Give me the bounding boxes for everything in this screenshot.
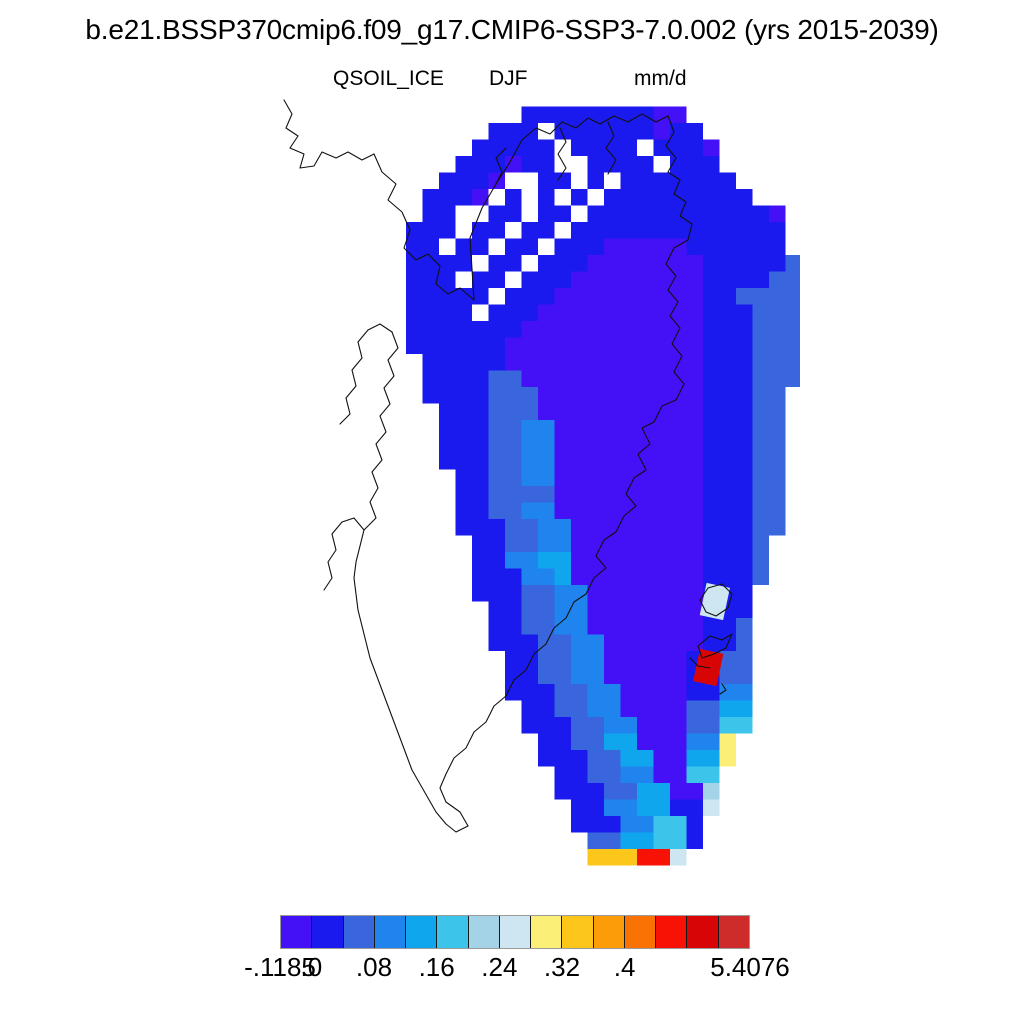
colorbar-segment-11 bbox=[624, 916, 657, 948]
map-raster bbox=[283, 99, 800, 866]
colorbar-label-4: .24 bbox=[481, 952, 518, 982]
colorbar-segment-6 bbox=[468, 916, 500, 948]
colorbar-segment-9 bbox=[562, 916, 594, 948]
colorbar-label-5: .32 bbox=[543, 952, 581, 982]
coastline-overlay bbox=[283, 99, 733, 833]
colorbar-label-3: .16 bbox=[418, 952, 455, 982]
colorbar-label-1: .0 bbox=[300, 952, 323, 982]
colorbar-segment-13 bbox=[687, 916, 719, 948]
colorbar-segment-3 bbox=[374, 916, 407, 948]
island-cell-0 bbox=[699, 582, 730, 621]
colorbar-label-2: .08 bbox=[355, 952, 393, 982]
colorbar-segment-1 bbox=[312, 916, 344, 948]
colorbar-label-7: 5.4076 bbox=[710, 952, 790, 982]
colorbar-label-6: .4 bbox=[613, 952, 636, 982]
colorbar-segment-8 bbox=[531, 916, 563, 948]
colorbar-segment-5 bbox=[437, 916, 469, 948]
map-plot-area bbox=[270, 88, 800, 868]
figure-title: b.e21.BSSP370cmip6.f09_g17.CMIP6-SSP3-7.… bbox=[85, 14, 939, 45]
colorbar-segment-14 bbox=[718, 916, 749, 948]
grid-cells bbox=[406, 106, 800, 866]
colorbar-segment-2 bbox=[343, 916, 375, 948]
colorbar-segment-0 bbox=[281, 916, 313, 948]
colorbar-segment-4 bbox=[406, 916, 438, 948]
subtitle-variable: QSOIL_ICE bbox=[333, 67, 444, 90]
colorbar-tick-labels: -.1185.0 .08 .16 .24 .32 .4 5.4076 bbox=[180, 952, 860, 984]
colorbar-segment-12 bbox=[656, 916, 688, 948]
colorbar-segment-10 bbox=[593, 916, 625, 948]
subtitle-units: mm/d bbox=[634, 67, 687, 90]
colorbar bbox=[280, 915, 750, 949]
colorbar-label-0: -.1185 bbox=[244, 952, 316, 982]
subtitle-season: DJF bbox=[489, 67, 528, 90]
colorbar-segment-7 bbox=[499, 916, 532, 948]
